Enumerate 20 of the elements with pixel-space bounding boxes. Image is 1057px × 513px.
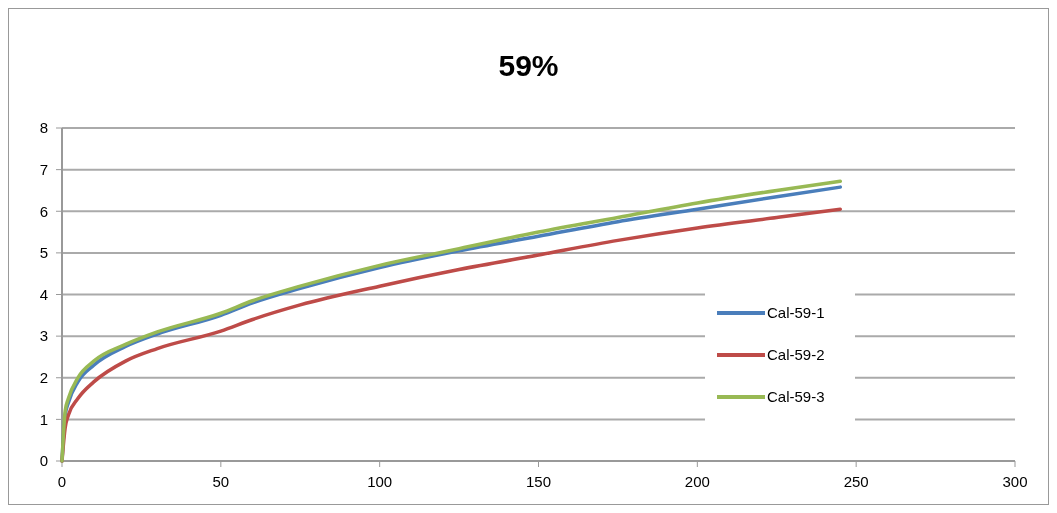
chart-title: 59% — [498, 49, 559, 82]
x-tick-label: 50 — [212, 473, 230, 490]
x-tick-label: 200 — [684, 473, 710, 490]
y-tick-label: 0 — [39, 452, 48, 470]
x-tick-label: 300 — [1002, 473, 1028, 490]
x-tick-label: 250 — [843, 473, 869, 490]
legend-label: Cal-59-3 — [767, 388, 825, 406]
y-tick-label: 7 — [39, 160, 48, 178]
x-tick-label: 0 — [57, 473, 67, 490]
y-tick-label: 6 — [39, 202, 48, 220]
y-tick-label: 8 — [39, 119, 48, 137]
y-tick-label: 3 — [39, 327, 48, 345]
y-tick-label: 4 — [39, 285, 48, 303]
y-tick-label: 2 — [39, 369, 48, 386]
x-tick-label: 150 — [525, 473, 552, 490]
x-tick-label: 100 — [367, 473, 393, 490]
y-tick-label: 1 — [39, 410, 48, 428]
y-tick-label: 5 — [39, 244, 48, 262]
legend-label: Cal-59-1 — [767, 304, 825, 322]
legend-label: Cal-59-2 — [767, 346, 825, 364]
